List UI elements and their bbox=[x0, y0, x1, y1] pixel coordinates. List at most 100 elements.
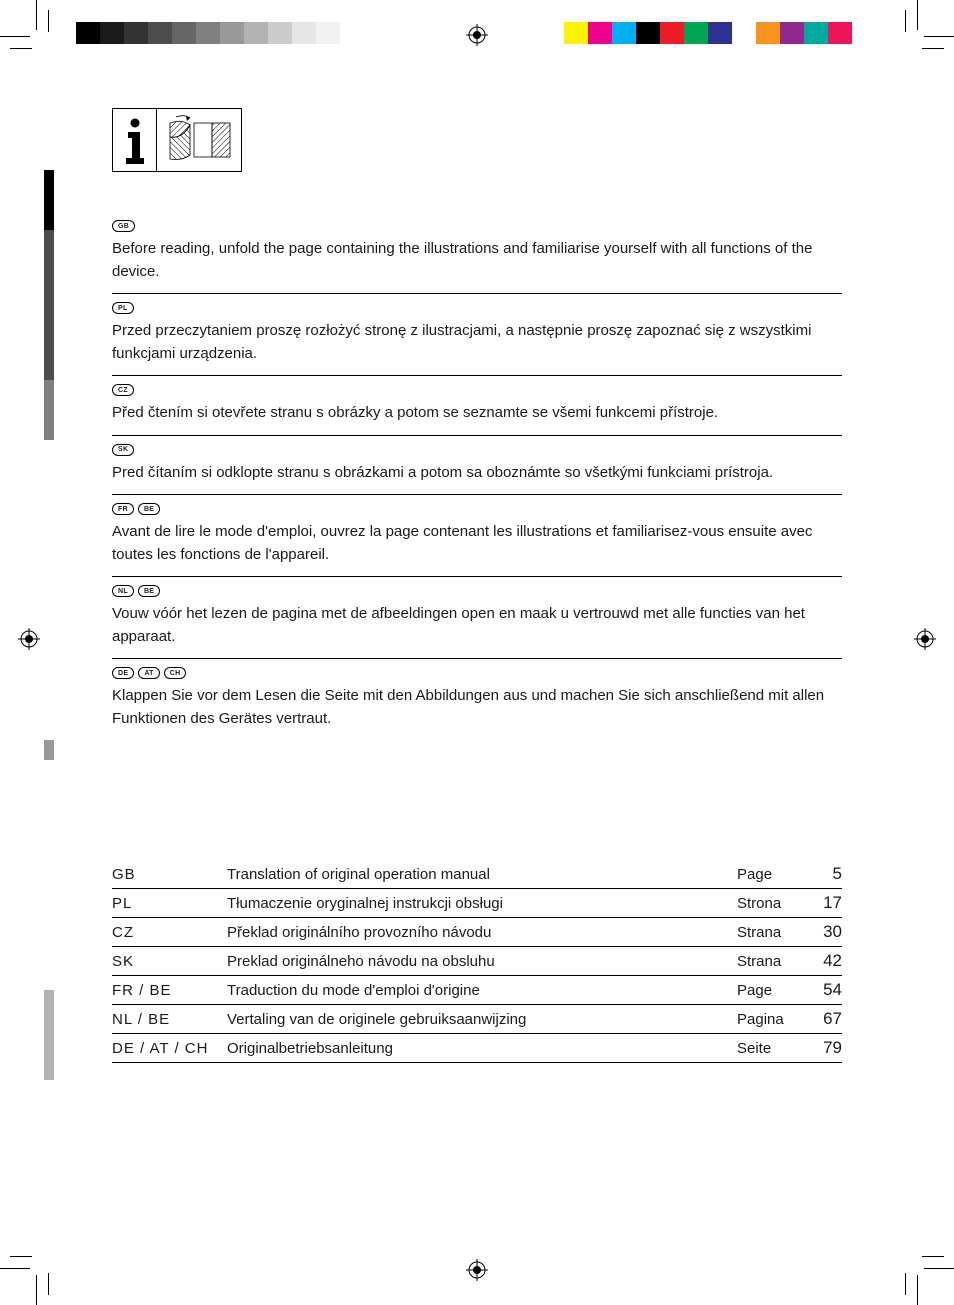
instruction-section: SK Pred čítaním si odklopte stranu s obrá… bbox=[112, 436, 842, 496]
toc-row: PLTłumaczenie oryginalnej instrukcji obs… bbox=[112, 889, 842, 918]
swatch bbox=[828, 22, 852, 44]
swatch bbox=[732, 22, 756, 44]
print-page: GB Before reading, unfold the page contai… bbox=[0, 0, 954, 1305]
country-badge: CZ bbox=[112, 384, 134, 396]
table-of-contents: GBTranslation of original operation manu… bbox=[112, 860, 842, 1063]
swatch bbox=[588, 22, 612, 44]
swatch bbox=[100, 22, 124, 44]
info-letter-icon bbox=[113, 109, 157, 171]
toc-page-label: Strona bbox=[737, 895, 807, 912]
crop-mark bbox=[48, 10, 49, 32]
country-badge: BE bbox=[138, 585, 160, 597]
swatch bbox=[340, 22, 364, 44]
swatch bbox=[268, 22, 292, 44]
swatch bbox=[76, 22, 100, 44]
instruction-text: Before reading, unfold the page containi… bbox=[112, 238, 842, 283]
swatch bbox=[804, 22, 828, 44]
country-badges: FRBE bbox=[112, 503, 842, 515]
unfold-page-icon bbox=[157, 109, 241, 171]
country-badges: SK bbox=[112, 444, 842, 456]
crop-mark bbox=[924, 1268, 954, 1269]
crop-mark bbox=[905, 1273, 906, 1295]
toc-row: DE / AT / CHOriginalbetriebsanleitungSei… bbox=[112, 1034, 842, 1063]
toc-page-number: 42 bbox=[807, 951, 842, 971]
instruction-section: DEATCHKlappen Sie vor dem Lesen die Seit… bbox=[112, 659, 842, 740]
info-unfold-icon bbox=[112, 108, 242, 172]
registration-mark-icon bbox=[18, 628, 40, 650]
swatch bbox=[684, 22, 708, 44]
grayscale-calibration-bar bbox=[76, 22, 364, 44]
toc-title: Translation of original operation manual bbox=[227, 866, 737, 883]
crop-mark bbox=[922, 48, 944, 49]
crop-mark bbox=[917, 0, 918, 30]
crop-mark bbox=[905, 10, 906, 32]
toc-row: SKPreklad originálneho návodu na obsluhu… bbox=[112, 947, 842, 976]
strip-segment bbox=[44, 380, 54, 440]
crop-mark bbox=[48, 1273, 49, 1295]
country-badges: PL bbox=[112, 302, 842, 314]
crop-mark bbox=[924, 36, 954, 37]
toc-row: FR / BETraduction du mode d'emploi d'ori… bbox=[112, 976, 842, 1005]
swatch bbox=[780, 22, 804, 44]
language-instruction-sections: GB Before reading, unfold the page contai… bbox=[112, 212, 842, 740]
swatch bbox=[244, 22, 268, 44]
left-calibration-strip bbox=[44, 170, 54, 1080]
instruction-text: Pred čítaním si odklopte stranu s obrázk… bbox=[112, 462, 842, 485]
country-badge: NL bbox=[112, 585, 134, 597]
strip-segment bbox=[44, 230, 54, 380]
toc-page-label: Seite bbox=[737, 1040, 807, 1057]
page-content: GB Before reading, unfold the page contai… bbox=[112, 108, 842, 1063]
toc-lang: NL / BE bbox=[112, 1011, 227, 1028]
toc-page-label: Page bbox=[737, 866, 807, 883]
crop-mark bbox=[10, 48, 32, 49]
swatch bbox=[196, 22, 220, 44]
swatch bbox=[636, 22, 660, 44]
toc-page-label: Page bbox=[737, 982, 807, 999]
swatch bbox=[756, 22, 780, 44]
country-badge: SK bbox=[112, 444, 134, 456]
swatch bbox=[564, 22, 588, 44]
swatch bbox=[612, 22, 636, 44]
registration-mark-icon bbox=[466, 1259, 488, 1281]
toc-row: GBTranslation of original operation manu… bbox=[112, 860, 842, 889]
toc-title: Tłumaczenie oryginalnej instrukcji obsłu… bbox=[227, 895, 737, 912]
crop-mark bbox=[0, 36, 30, 37]
swatch bbox=[124, 22, 148, 44]
crop-mark bbox=[10, 1256, 32, 1257]
swatch bbox=[172, 22, 196, 44]
toc-lang: CZ bbox=[112, 924, 227, 941]
instruction-text: Przed przeczytaniem proszę rozłożyć stro… bbox=[112, 320, 842, 365]
crop-mark bbox=[36, 1275, 37, 1305]
swatch bbox=[220, 22, 244, 44]
crop-mark bbox=[922, 1256, 944, 1257]
swatch bbox=[708, 22, 732, 44]
instruction-text: Vouw vóór het lezen de pagina met de afb… bbox=[112, 603, 842, 648]
swatch bbox=[316, 22, 340, 44]
toc-lang: SK bbox=[112, 953, 227, 970]
instruction-section: GB Before reading, unfold the page contai… bbox=[112, 212, 842, 294]
instruction-text: Avant de lire le mode d'emploi, ouvrez l… bbox=[112, 521, 842, 566]
toc-page-number: 79 bbox=[807, 1038, 842, 1058]
swatch bbox=[660, 22, 684, 44]
toc-page-label: Pagina bbox=[737, 1011, 807, 1028]
country-badge: AT bbox=[138, 667, 159, 679]
toc-lang: GB bbox=[112, 866, 227, 883]
instruction-section: CZPřed čtením si otevřete stranu s obráz… bbox=[112, 376, 842, 436]
swatch bbox=[292, 22, 316, 44]
country-badge: GB bbox=[112, 220, 135, 232]
strip-segment bbox=[44, 740, 54, 760]
strip-segment bbox=[44, 440, 54, 740]
country-badge: CH bbox=[164, 667, 187, 679]
toc-page-number: 30 bbox=[807, 922, 842, 942]
registration-mark-icon bbox=[914, 628, 936, 650]
toc-title: Překlad originálního provozního návodu bbox=[227, 924, 737, 941]
country-badge: PL bbox=[112, 302, 134, 314]
toc-page-number: 17 bbox=[807, 893, 842, 913]
country-badges: NL BE bbox=[112, 585, 842, 597]
country-badge: DE bbox=[112, 667, 134, 679]
crop-mark bbox=[0, 1268, 30, 1269]
toc-row: CZPřeklad originálního provozního návodu… bbox=[112, 918, 842, 947]
toc-page-number: 67 bbox=[807, 1009, 842, 1029]
toc-title: Preklad originálneho návodu na obsluhu bbox=[227, 953, 737, 970]
instruction-section: FRBE Avant de lire le mode d'emploi, ouvr… bbox=[112, 495, 842, 577]
